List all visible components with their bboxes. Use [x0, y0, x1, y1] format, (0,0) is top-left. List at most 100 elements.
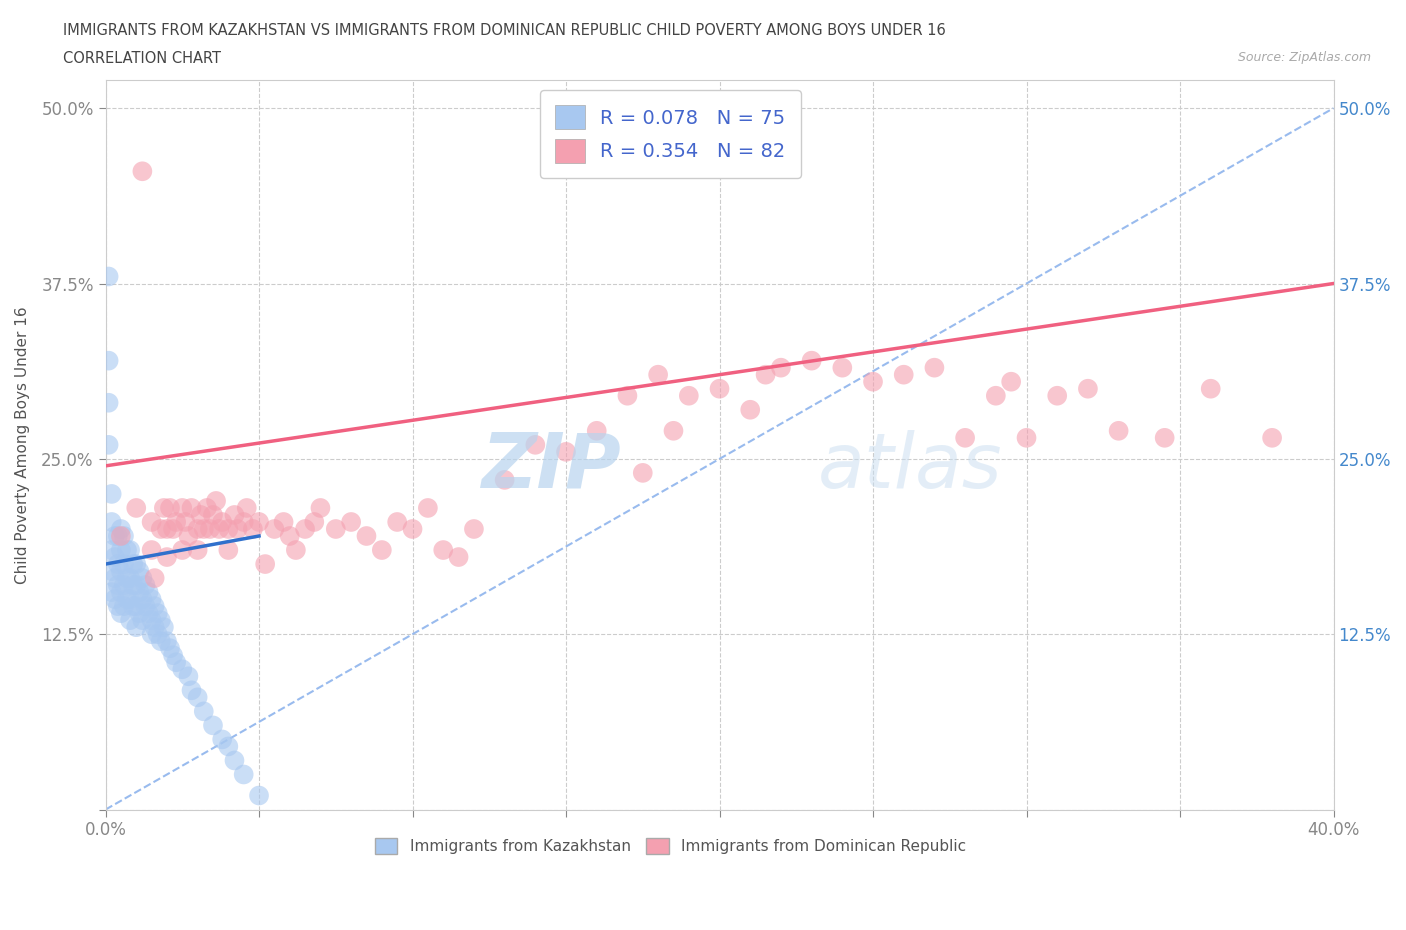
Point — [107, 599, 129, 614]
Text: ZIP: ZIP — [481, 430, 621, 504]
Point — [120, 571, 142, 586]
Point — [340, 514, 363, 529]
Point — [107, 528, 129, 543]
Point — [1000, 374, 1022, 389]
Point — [125, 578, 148, 592]
Point — [141, 613, 163, 628]
Point — [143, 599, 166, 614]
Point — [143, 571, 166, 586]
Point — [110, 542, 132, 557]
Point — [174, 514, 197, 529]
Point — [1199, 381, 1222, 396]
Point — [162, 522, 184, 537]
Text: IMMIGRANTS FROM KAZAKHSTAN VS IMMIGRANTS FROM DOMINICAN REPUBLIC CHILD POVERTY A: IMMIGRANTS FROM KAZAKHSTAN VS IMMIGRANTS… — [63, 23, 946, 38]
Legend: Immigrants from Kazakhstan, Immigrants from Dominican Republic: Immigrants from Kazakhstan, Immigrants f… — [368, 832, 973, 860]
Point — [755, 367, 778, 382]
Point — [146, 605, 169, 620]
Point — [125, 619, 148, 634]
Point — [149, 522, 172, 537]
Point — [146, 627, 169, 642]
Point — [662, 423, 685, 438]
Point — [141, 542, 163, 557]
Point — [187, 542, 209, 557]
Point — [141, 591, 163, 606]
Point — [153, 500, 176, 515]
Point — [159, 500, 181, 515]
Point — [131, 591, 153, 606]
Point — [211, 514, 233, 529]
Point — [100, 542, 122, 557]
Point — [97, 269, 120, 284]
Point — [172, 500, 194, 515]
Point — [97, 353, 120, 368]
Point — [177, 528, 200, 543]
Point — [156, 522, 179, 537]
Point — [401, 522, 423, 537]
Point — [115, 571, 138, 586]
Point — [273, 514, 295, 529]
Point — [217, 542, 239, 557]
Point — [862, 374, 884, 389]
Point — [110, 585, 132, 600]
Point — [120, 591, 142, 606]
Point — [278, 528, 301, 543]
Point — [232, 514, 254, 529]
Point — [100, 564, 122, 578]
Point — [122, 578, 145, 592]
Point — [128, 585, 150, 600]
Point — [984, 389, 1007, 404]
Point — [1077, 381, 1099, 396]
Point — [205, 494, 228, 509]
Point — [309, 500, 332, 515]
Point — [159, 641, 181, 656]
Point — [198, 522, 221, 537]
Point — [172, 662, 194, 677]
Point — [125, 500, 148, 515]
Point — [284, 542, 307, 557]
Point — [193, 704, 215, 719]
Point — [122, 599, 145, 614]
Point — [107, 557, 129, 572]
Point — [156, 550, 179, 565]
Point — [125, 557, 148, 572]
Point — [1153, 431, 1175, 445]
Point — [211, 732, 233, 747]
Point — [112, 599, 135, 614]
Point — [149, 613, 172, 628]
Point — [128, 564, 150, 578]
Point — [247, 514, 270, 529]
Point — [831, 360, 853, 375]
Point — [104, 528, 127, 543]
Point — [100, 486, 122, 501]
Point — [524, 437, 547, 452]
Point — [115, 591, 138, 606]
Point — [110, 605, 132, 620]
Point — [141, 627, 163, 642]
Point — [616, 389, 638, 404]
Point — [112, 557, 135, 572]
Point — [104, 550, 127, 565]
Point — [180, 500, 202, 515]
Text: CORRELATION CHART: CORRELATION CHART — [63, 51, 221, 66]
Point — [134, 578, 156, 592]
Point — [263, 522, 285, 537]
Point — [107, 578, 129, 592]
Point — [165, 655, 187, 670]
Point — [447, 550, 470, 565]
Point — [190, 508, 212, 523]
Point — [224, 753, 246, 768]
Point — [678, 389, 700, 404]
Point — [254, 557, 277, 572]
Point — [325, 522, 347, 537]
Point — [100, 585, 122, 600]
Point — [371, 542, 394, 557]
Point — [110, 522, 132, 537]
Point — [224, 508, 246, 523]
Point — [104, 571, 127, 586]
Point — [156, 633, 179, 648]
Point — [217, 739, 239, 754]
Point — [187, 690, 209, 705]
Point — [97, 395, 120, 410]
Point — [463, 522, 485, 537]
Point — [104, 591, 127, 606]
